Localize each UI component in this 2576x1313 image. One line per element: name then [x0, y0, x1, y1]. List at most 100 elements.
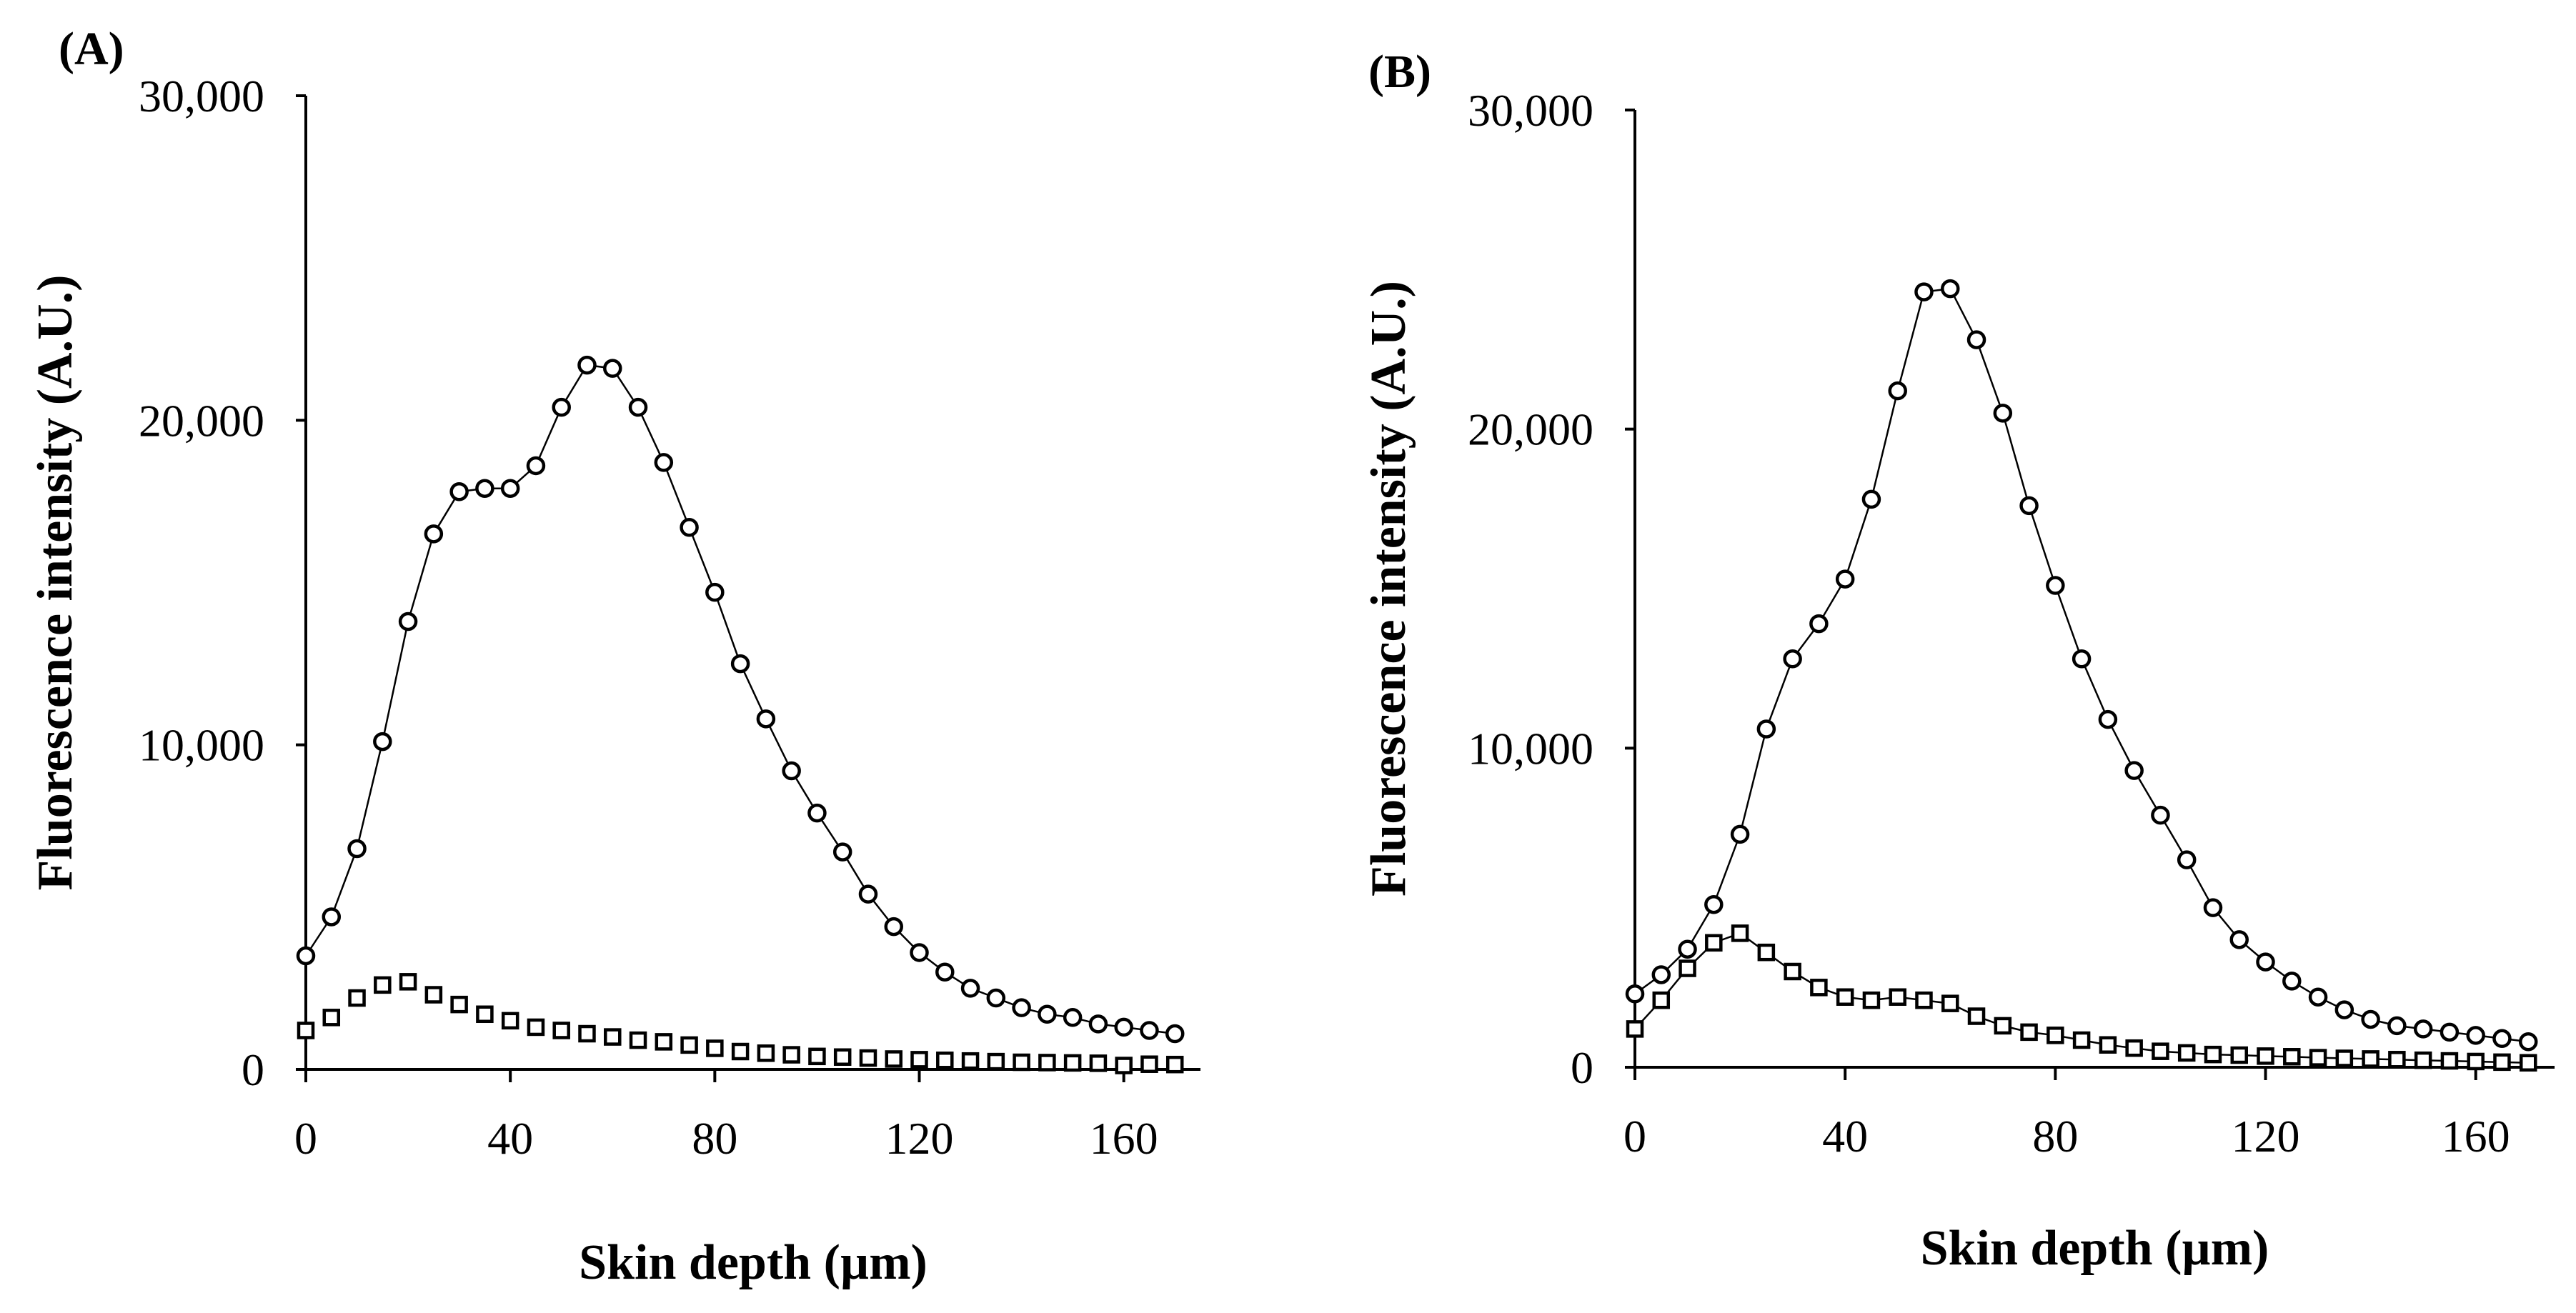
x-tick-label: 40 [1822, 1111, 1868, 1162]
x-tick-label: 120 [885, 1113, 954, 1164]
data-point-circle [2387, 1016, 2407, 1036]
data-point-circle [1704, 894, 1724, 914]
x-tick-label: 0 [294, 1113, 317, 1164]
data-point-circle [1861, 489, 1881, 509]
data-point-square [1115, 1057, 1133, 1074]
data-point-square [731, 1042, 750, 1061]
data-point-circle [2151, 805, 2170, 825]
data-point-square [655, 1033, 673, 1051]
data-point-circle [577, 355, 597, 375]
y-tick-label: 0 [242, 1044, 264, 1095]
data-point-square [2152, 1042, 2169, 1060]
data-point-circle [1835, 569, 1855, 589]
data-point-circle [1678, 939, 1697, 959]
data-point-square [680, 1036, 698, 1054]
data-point-square [552, 1022, 570, 1039]
data-point-square [1941, 994, 1959, 1012]
data-point-square [859, 1049, 877, 1067]
data-point-circle [832, 842, 852, 862]
data-point-square [2177, 1044, 2196, 1062]
data-point-circle [2518, 1032, 2538, 1052]
data-point-square [2283, 1048, 2301, 1066]
data-point-circle [884, 917, 903, 937]
y-axis-title: Fluorescence intensity (A.U.) [28, 275, 83, 891]
x-axis-title: Skin depth (µm) [579, 1235, 928, 1290]
data-point-circle [654, 453, 674, 472]
data-point-circle [2019, 496, 2039, 516]
data-point-square [885, 1050, 902, 1068]
chart-panel-a: (A) 0 10,000 20,000 30,000 0 40 80 120 160 Skin de… [28, 23, 1200, 1290]
data-point-square [1652, 991, 1671, 1009]
data-point-square [2230, 1046, 2248, 1064]
y-tick-label: 30,000 [1468, 85, 1593, 136]
data-point-square [2362, 1050, 2379, 1068]
y-tick-label: 10,000 [1468, 723, 1593, 774]
data-point-circle [2072, 649, 2092, 669]
data-point-circle [398, 611, 418, 631]
data-point-circle [1730, 824, 1750, 844]
data-point-circle [603, 359, 622, 378]
data-point-square [2335, 1049, 2354, 1067]
data-point-circle [424, 524, 444, 544]
data-point-circle [756, 709, 776, 729]
data-point-circle [2124, 761, 2144, 780]
data-point-square [936, 1052, 954, 1069]
data-point-circle [1914, 282, 1934, 301]
data-point-circle [807, 803, 827, 823]
data-point-circle [500, 479, 520, 498]
data-point-square [782, 1046, 800, 1064]
data-point-circle [1888, 381, 1907, 401]
series-squares [1626, 924, 2537, 1072]
data-point-circle [628, 397, 648, 417]
data-point-square [2414, 1051, 2432, 1069]
data-point-square [348, 989, 366, 1007]
data-point-circle [986, 988, 1006, 1008]
data-point-circle [1165, 1024, 1185, 1044]
data-point-circle [2098, 709, 2118, 729]
data-point-square [910, 1051, 928, 1069]
data-point-circle [1625, 984, 1645, 1004]
panel-label: (A) [59, 23, 124, 75]
data-point-square [424, 986, 443, 1004]
data-point-circle [2361, 1009, 2380, 1029]
data-point-square [2257, 1047, 2274, 1065]
data-point-square [2099, 1036, 2117, 1054]
data-point-circle [296, 946, 316, 966]
data-point-square [322, 1009, 341, 1027]
data-point-square [1889, 988, 1906, 1006]
series-circles [296, 355, 1185, 1044]
data-point-square [1731, 924, 1749, 942]
y-tick-label: 0 [1571, 1042, 1593, 1093]
y-tick-label: 20,000 [1468, 404, 1593, 455]
data-point-circle [858, 884, 878, 904]
data-point-square [399, 973, 417, 991]
data-point-circle [2177, 850, 2197, 869]
data-point-square [2125, 1039, 2143, 1057]
data-point-circle [552, 397, 571, 417]
data-point-circle [347, 839, 367, 859]
data-point-circle [1783, 649, 1802, 669]
data-point-square [706, 1039, 724, 1057]
chart-panel-b: (B) 0 10,000 20,000 30,000 0 40 80 120 160 Skin de… [1361, 46, 2555, 1276]
data-point-circle [1809, 614, 1829, 634]
data-point-circle [782, 761, 801, 781]
x-axis-title: Skin depth (µm) [1921, 1221, 2269, 1276]
series-line-circles [304, 364, 1175, 1035]
x-tick-label: 80 [2032, 1111, 2078, 1162]
data-point-square [1784, 962, 1801, 981]
data-point-circle [680, 518, 699, 537]
data-point-square [1862, 991, 1881, 1009]
data-point-square [1140, 1055, 1158, 1073]
y-tick-label: 20,000 [139, 395, 264, 446]
data-point-square [833, 1048, 852, 1066]
data-point-square [2072, 1031, 2091, 1049]
y-tick-label: 30,000 [139, 71, 264, 121]
data-point-square [1679, 959, 1696, 977]
data-point-square [808, 1047, 826, 1066]
x-tick-label: 40 [487, 1113, 533, 1164]
data-point-square [501, 1012, 519, 1030]
data-point-square [297, 1022, 315, 1039]
data-point-circle [2492, 1029, 2512, 1049]
x-tick-label: 120 [2232, 1111, 2300, 1162]
